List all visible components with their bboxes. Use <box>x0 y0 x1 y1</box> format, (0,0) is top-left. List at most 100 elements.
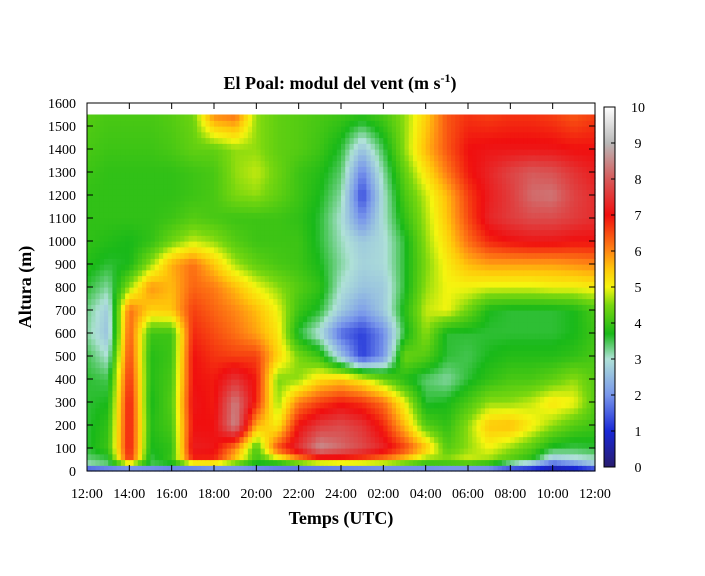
heatmap-cell <box>311 258 317 265</box>
heatmap-cell <box>353 459 359 466</box>
heatmap-cell <box>518 459 524 466</box>
heatmap-cell <box>396 327 401 334</box>
heatmap-cell <box>146 465 152 472</box>
heatmap-cell <box>531 396 537 403</box>
heatmap-cell <box>578 315 583 323</box>
heatmap-cell <box>235 430 240 438</box>
heatmap-cell <box>311 453 317 461</box>
heatmap-cell <box>514 453 520 461</box>
heatmap-cell <box>154 258 160 265</box>
heatmap-cell <box>294 448 300 455</box>
heatmap-cell <box>256 246 262 254</box>
heatmap-cell <box>192 350 198 357</box>
heatmap-cell <box>171 396 177 403</box>
heatmap-cell <box>315 229 321 236</box>
heatmap-cell <box>480 350 486 357</box>
heatmap-cell <box>446 258 452 265</box>
heatmap-cell <box>201 396 207 403</box>
heatmap-cell <box>120 379 126 386</box>
heatmap-cell <box>341 402 346 409</box>
heatmap-cell <box>222 367 228 374</box>
heatmap-cell <box>290 453 296 461</box>
heatmap-cell <box>87 246 92 254</box>
heatmap-cell <box>175 333 181 340</box>
heatmap-cell <box>417 465 423 472</box>
heatmap-cell <box>273 327 279 334</box>
heatmap-cell <box>319 413 325 420</box>
heatmap-cell <box>319 252 325 259</box>
heatmap-cell <box>396 304 401 311</box>
heatmap-cell <box>129 321 135 328</box>
heatmap-cell <box>197 350 202 357</box>
heatmap-cell <box>548 384 554 392</box>
heatmap-cell <box>531 241 537 248</box>
heatmap-cell <box>501 384 507 392</box>
heatmap-cell <box>446 436 452 443</box>
heatmap-cell <box>396 430 401 438</box>
heatmap-cell <box>408 373 414 380</box>
heatmap-cell <box>252 298 257 305</box>
heatmap-cell <box>133 436 139 443</box>
heatmap-cell <box>391 241 397 248</box>
heatmap-cell <box>336 310 342 317</box>
heatmap-cell <box>285 453 291 461</box>
heatmap-cell <box>103 287 109 294</box>
heatmap-cell <box>95 229 101 236</box>
heatmap-cell <box>87 367 92 374</box>
heatmap-cell <box>387 402 393 409</box>
heatmap-cell <box>95 373 101 380</box>
heatmap-cell <box>535 327 541 334</box>
heatmap-cell <box>370 235 376 242</box>
heatmap-cell <box>421 373 427 380</box>
heatmap-cell <box>421 419 427 426</box>
heatmap-cell <box>510 327 516 334</box>
heatmap-cell <box>421 448 427 455</box>
heatmap-cell <box>298 287 304 294</box>
heatmap-cell <box>319 275 325 282</box>
heatmap-cell <box>417 327 423 334</box>
heatmap-cell <box>374 310 380 317</box>
heatmap-cell <box>569 367 575 374</box>
heatmap-cell <box>472 304 478 311</box>
heatmap-cell <box>95 338 101 346</box>
heatmap-cell <box>408 333 414 340</box>
heatmap-cell <box>400 269 406 277</box>
heatmap-cell <box>91 338 97 346</box>
heatmap-cell <box>307 396 312 403</box>
heatmap-cell <box>163 396 169 403</box>
heatmap-cell <box>328 269 334 277</box>
heatmap-cell <box>489 402 494 409</box>
heatmap-cell <box>434 396 439 403</box>
heatmap-cell <box>180 246 185 254</box>
heatmap-cell <box>459 275 465 282</box>
heatmap-cell <box>501 356 507 363</box>
heatmap-cell <box>307 338 312 346</box>
heatmap-cell <box>404 465 410 472</box>
heatmap-cell <box>497 315 503 323</box>
heatmap-cell <box>442 465 448 472</box>
heatmap-cell <box>366 384 372 392</box>
heatmap-cell <box>506 425 511 432</box>
heatmap-cell <box>578 425 583 432</box>
heatmap-cell <box>230 350 236 357</box>
heatmap-cell <box>315 310 321 317</box>
heatmap-cell <box>476 419 482 426</box>
heatmap-cell <box>556 402 562 409</box>
heatmap-cell <box>362 310 367 317</box>
heatmap-cell <box>374 298 380 305</box>
heatmap-cell <box>95 350 101 357</box>
heatmap-cell <box>586 252 592 259</box>
heatmap-cell <box>129 258 135 265</box>
heatmap-cell <box>396 333 401 340</box>
heatmap-cell <box>116 304 122 311</box>
heatmap-cell <box>209 304 215 311</box>
heatmap-cell <box>535 442 541 449</box>
heatmap-cell <box>247 241 253 248</box>
heatmap-cell <box>137 333 143 340</box>
heatmap-cell <box>489 459 494 466</box>
heatmap-cell <box>99 292 105 300</box>
heatmap-cell <box>459 356 465 363</box>
heatmap-cell <box>319 396 325 403</box>
heatmap-cell <box>501 350 507 357</box>
heatmap-cell <box>167 379 173 386</box>
